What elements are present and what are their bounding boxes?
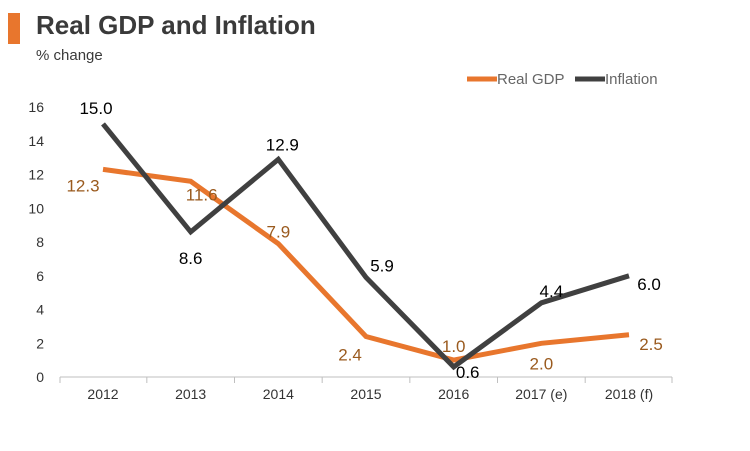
series-line-inflation xyxy=(101,122,630,371)
legend-label-2: Inflation xyxy=(605,71,658,88)
x-tick-label: 2014 xyxy=(263,386,294,402)
data-label-inflation: 15.0 xyxy=(79,99,112,118)
data-label-inflation: 12.9 xyxy=(266,135,299,154)
chart-subtitle: % change xyxy=(36,47,103,64)
series-layer xyxy=(101,122,630,371)
title-accent-bar xyxy=(8,13,20,44)
data-label-real-gdp: 2.5 xyxy=(639,335,663,354)
series-line-real-gdp xyxy=(102,166,630,363)
y-tick-label: 8 xyxy=(36,234,44,250)
y-tick-label: 0 xyxy=(36,369,44,385)
data-label-real-gdp: 2.4 xyxy=(338,346,362,365)
data-label-inflation: 5.9 xyxy=(370,256,394,275)
x-tick-label: 2015 xyxy=(350,386,381,402)
x-tick-label: 2016 xyxy=(438,386,469,402)
x-tick-label: 2013 xyxy=(175,386,206,402)
data-labels: 12.3 11.6 7.9 2.4 1.0 2.0 2.5 15.0 8.6 12.9 5.9 0.6… xyxy=(66,99,662,382)
data-label-real-gdp: 7.9 xyxy=(267,223,291,242)
x-tick-label: 2012 xyxy=(87,386,118,402)
x-tick-label: 2017 (e) xyxy=(515,386,567,402)
y-tick-label: 4 xyxy=(36,302,44,318)
data-label-real-gdp: 12.3 xyxy=(66,176,99,195)
y-tick-label: 2 xyxy=(36,335,44,351)
x-tick-label: 2018 (f) xyxy=(605,386,653,402)
chart-title: Real GDP and Inflation xyxy=(36,10,316,40)
data-label-inflation: 6.0 xyxy=(637,275,661,294)
legend-label-1: Real GDP xyxy=(497,71,565,88)
y-tick-label: 14 xyxy=(28,133,44,149)
y-tick-label: 6 xyxy=(36,268,44,284)
y-tick-label: 16 xyxy=(28,99,44,115)
data-label-inflation: 4.4 xyxy=(540,282,564,301)
legend: Real GDP Inflation xyxy=(467,71,658,88)
y-axis-ticks: 0 2 4 6 8 10 12 14 16 xyxy=(28,99,44,385)
x-axis-ticks: 2012 2013 2014 2015 2016 2017 (e) 2018 (f) xyxy=(59,377,673,402)
data-label-real-gdp: 1.0 xyxy=(442,337,466,356)
data-label-inflation: 0.6 xyxy=(456,363,480,382)
data-label-inflation: 8.6 xyxy=(179,249,203,268)
data-label-real-gdp: 2.0 xyxy=(530,354,554,373)
y-tick-label: 12 xyxy=(28,167,44,183)
data-label-real-gdp: 11.6 xyxy=(186,185,218,204)
y-tick-label: 10 xyxy=(28,200,44,216)
